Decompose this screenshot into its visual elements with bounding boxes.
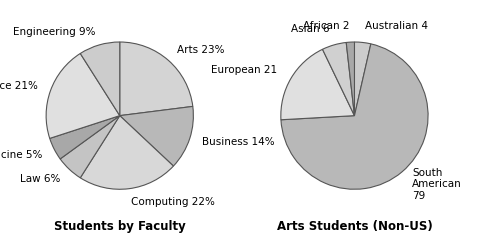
Wedge shape — [80, 42, 120, 116]
Text: Asian 6: Asian 6 — [291, 24, 330, 34]
Text: Law 6%: Law 6% — [20, 174, 60, 184]
Wedge shape — [281, 49, 354, 120]
Text: Business 14%: Business 14% — [203, 138, 275, 148]
Wedge shape — [46, 54, 120, 138]
Text: Science 21%: Science 21% — [0, 81, 38, 91]
Text: European 21: European 21 — [211, 65, 277, 75]
Wedge shape — [120, 106, 194, 166]
Wedge shape — [80, 116, 173, 189]
Text: South
American
79: South American 79 — [412, 168, 462, 201]
Text: African 2: African 2 — [303, 21, 349, 31]
Text: Computing 22%: Computing 22% — [131, 197, 215, 207]
Wedge shape — [120, 42, 193, 116]
Title: Arts Students (Non-US): Arts Students (Non-US) — [276, 220, 433, 233]
Title: Students by Faculty: Students by Faculty — [54, 220, 186, 233]
Wedge shape — [50, 116, 120, 159]
Wedge shape — [281, 44, 428, 189]
Wedge shape — [60, 116, 120, 178]
Text: Australian 4: Australian 4 — [365, 21, 428, 31]
Text: Engineering 9%: Engineering 9% — [13, 27, 95, 37]
Text: Medicine 5%: Medicine 5% — [0, 150, 42, 160]
Wedge shape — [354, 42, 371, 116]
Wedge shape — [322, 42, 354, 116]
Text: Arts 23%: Arts 23% — [177, 46, 225, 55]
Wedge shape — [346, 42, 354, 116]
